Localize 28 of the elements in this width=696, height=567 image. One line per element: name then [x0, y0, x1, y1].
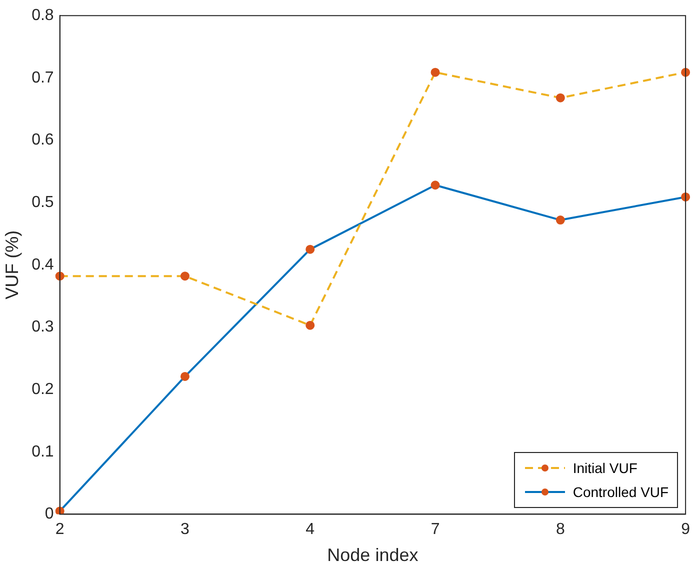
- x-tick-label: 7: [430, 521, 440, 538]
- y-tick-label: 0.8: [32, 7, 54, 24]
- x-tick-label: 2: [55, 521, 64, 538]
- point: [180, 272, 190, 281]
- y-axis-title: VUF (%): [2, 230, 22, 300]
- point: [430, 180, 440, 190]
- x-tick-label: 4: [306, 521, 315, 538]
- y-tick-label: 0.3: [32, 318, 54, 336]
- x-axis-title: Node index: [327, 545, 418, 566]
- y-tick-label: 0: [44, 506, 54, 523]
- point: [430, 68, 440, 77]
- legend-label: Initial VUF: [572, 460, 638, 476]
- y-tick-label: 0.4: [32, 256, 54, 274]
- x-tick-label: 9: [681, 521, 690, 538]
- legend-label: Controlled VUF: [572, 484, 669, 500]
- point: [180, 372, 190, 381]
- x-tick-label: 3: [180, 521, 190, 538]
- x-tick-label: 8: [556, 521, 565, 538]
- y-tick-label: 0.5: [32, 194, 54, 211]
- y-tick-label: 0.7: [32, 69, 54, 86]
- point: [556, 216, 565, 225]
- point: [306, 320, 315, 330]
- y-tick-label: 0.1: [32, 443, 54, 460]
- y-tick-label: 0.2: [32, 380, 54, 398]
- point: [556, 93, 565, 102]
- point: [306, 244, 315, 254]
- y-tick-label: 0.6: [32, 132, 54, 149]
- point: [55, 506, 64, 514]
